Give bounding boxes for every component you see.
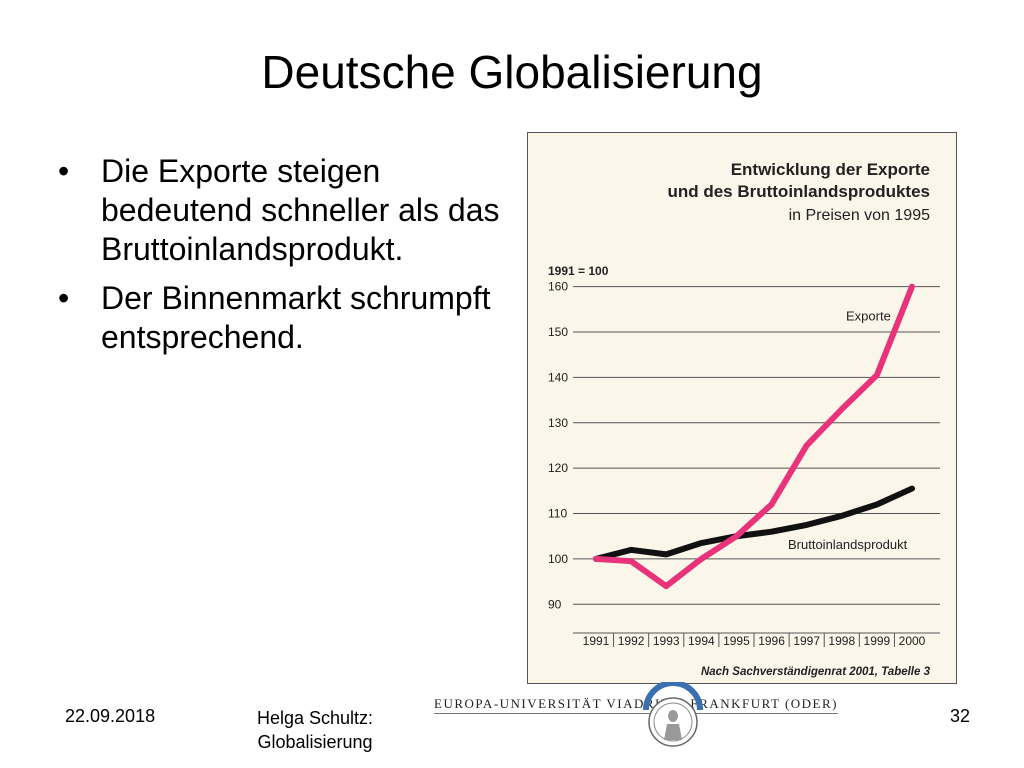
bullet-icon: • bbox=[58, 153, 70, 189]
banner-divider bbox=[434, 713, 838, 714]
y-tick-label: 110 bbox=[548, 507, 567, 521]
university-banner: EUROPA-UNIVERSITÄT VIADRINA FRANKFURT (O… bbox=[434, 680, 838, 752]
university-city: FRANKFURT (ODER) bbox=[690, 696, 838, 711]
chart-subtitle: in Preisen von 1995 bbox=[789, 207, 931, 224]
bullet-item: • Die Exporte steigen bedeutend schnelle… bbox=[58, 152, 508, 269]
chart-source: Nach Sachverständigenrat 2001, Tabelle 3 bbox=[701, 666, 931, 678]
footer-author-line-1: Helga Schultz: bbox=[256, 708, 374, 728]
x-tick-label: 1995 bbox=[723, 634, 750, 648]
index-note: 1991 = 100 bbox=[548, 264, 609, 278]
x-tick-label: 1992 bbox=[618, 634, 645, 648]
university-seal-icon bbox=[643, 682, 703, 747]
page-number: 32 bbox=[949, 706, 970, 726]
chart-panel: Entwicklung der Exporte und des Bruttoin… bbox=[527, 132, 957, 684]
y-tick-label: 100 bbox=[548, 552, 568, 566]
footer-author-line-2: Globalisierung bbox=[257, 732, 373, 752]
line-chart: Entwicklung der Exporte und des Bruttoin… bbox=[548, 160, 940, 678]
y-axis-ticks: 90 100 110 120 130 140 150 160 bbox=[548, 280, 568, 612]
x-tick-label: 1998 bbox=[828, 634, 855, 648]
university-name: EUROPA-UNIVERSITÄT VIADRINA bbox=[434, 696, 683, 711]
x-tick-label: 1991 bbox=[583, 634, 610, 648]
footer-date: 22.09.2018 bbox=[65, 706, 156, 726]
series-line-exporte bbox=[593, 283, 915, 590]
y-tick-label: 130 bbox=[548, 416, 568, 430]
bullet-text: Der Binnenmarkt schrumpft entsprechend. bbox=[101, 280, 491, 355]
x-tick-label: 1994 bbox=[688, 634, 715, 648]
bullet-item: • Der Binnenmarkt schrumpft entsprechend… bbox=[58, 279, 508, 357]
x-tick-label: 2000 bbox=[899, 634, 926, 648]
chart-title-line-2: und des Bruttoinlandsproduktes bbox=[667, 182, 930, 201]
x-tick-label: 1996 bbox=[758, 634, 785, 648]
chart-title-line-1: Entwicklung der Exporte bbox=[731, 160, 930, 179]
series-labels: Exporte Bruttoinlandsprodukt bbox=[788, 309, 908, 552]
x-tick-label: 1993 bbox=[653, 634, 680, 648]
grid-layer bbox=[573, 286, 940, 634]
y-tick-label: 140 bbox=[548, 370, 568, 384]
series-label-bip: Bruttoinlandsprodukt bbox=[788, 537, 908, 552]
x-tick-label: 1999 bbox=[864, 634, 891, 648]
y-tick-label: 160 bbox=[548, 280, 568, 294]
y-tick-label: 150 bbox=[548, 325, 568, 339]
series-label-exporte: Exporte bbox=[846, 309, 891, 324]
x-axis-ticks: 1991 1992 1993 1994 1995 1996 1997 1998 1999 2000 bbox=[583, 633, 926, 648]
series-layer bbox=[593, 283, 915, 590]
bullet-icon: • bbox=[58, 280, 70, 316]
x-tick-label: 1997 bbox=[793, 634, 820, 648]
bullet-text: Die Exporte steigen bedeutend schneller … bbox=[101, 153, 500, 267]
bullet-list: • Die Exporte steigen bedeutend schnelle… bbox=[58, 152, 508, 367]
series-line-bip bbox=[593, 485, 915, 562]
slide-title: Deutsche Globalisierung bbox=[261, 46, 763, 98]
footer-author: Helga Schultz: Globalisierung bbox=[240, 706, 390, 754]
y-tick-label: 120 bbox=[548, 461, 568, 475]
y-tick-label: 90 bbox=[548, 597, 562, 611]
